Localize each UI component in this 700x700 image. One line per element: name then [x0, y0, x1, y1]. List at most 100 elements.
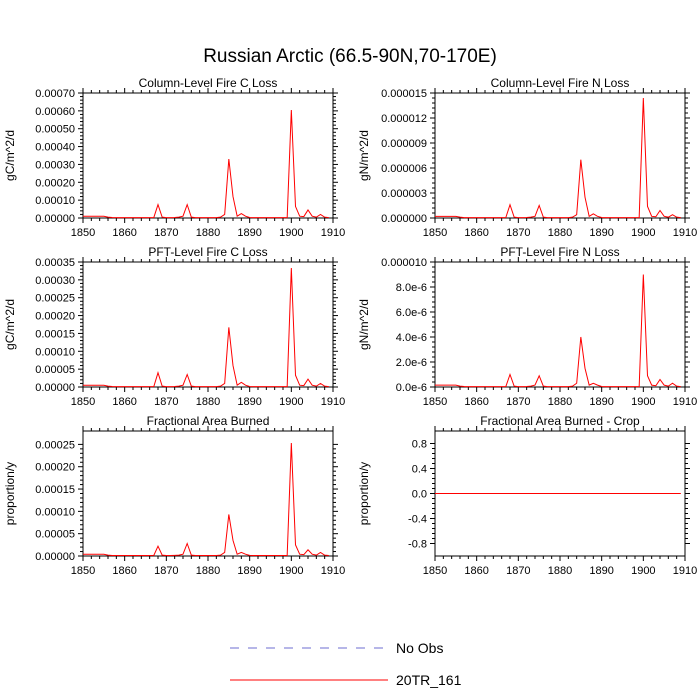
x-tick-label: 1850: [71, 565, 95, 577]
legend-label-1: No Obs: [396, 640, 443, 656]
x-tick-label: 1870: [154, 227, 178, 239]
chart-panel-2: Column-Level Fire N Loss 1850 1860 1870 1880…: [357, 76, 697, 239]
x-tick-label: 1870: [506, 565, 530, 577]
x-tick-label: 1890: [237, 227, 261, 239]
y-axis-label: gC/m^2/d: [3, 130, 17, 181]
y-axis-label: gC/m^2/d: [3, 299, 17, 350]
x-tick-label: 1910: [321, 565, 345, 577]
y-tick-label: 0.000009: [381, 138, 427, 150]
x-tick-label: 1890: [589, 396, 613, 408]
y-axis-label: proportion/y: [357, 462, 371, 525]
x-tick-label: 1890: [589, 227, 613, 239]
y-tick-label: 0.0e-6: [396, 382, 427, 394]
x-tick-label: 1910: [321, 396, 345, 408]
x-tick-label: 1870: [506, 396, 530, 408]
y-tick-label: 0.000015: [381, 88, 427, 100]
y-tick-label: 0.00030: [35, 159, 75, 171]
x-tick-label: 1910: [673, 227, 697, 239]
x-tick-label: 1880: [548, 565, 572, 577]
chart-panel-3: PFT-Level Fire C Loss 1850 1860 1870 1880 189…: [3, 245, 345, 408]
panel-title: PFT-Level Fire N Loss: [500, 245, 619, 259]
y-tick-label: 0.000003: [381, 188, 427, 200]
x-tick-label: 1900: [279, 227, 303, 239]
x-tick-label: 1900: [631, 565, 655, 577]
y-tick-label: 0.000006: [381, 163, 427, 175]
y-tick-label: 0.00010: [35, 195, 75, 207]
y-tick-label: 0.00030: [35, 275, 75, 287]
panel-title: Column-Level Fire C Loss: [139, 76, 278, 90]
x-tick-label: 1870: [154, 565, 178, 577]
series-line-20TR_161: [83, 268, 329, 388]
page-title: Russian Arctic (66.5-90N,70-170E): [203, 46, 497, 67]
y-tick-label: 0.00050: [35, 124, 75, 136]
y-tick-label: 0.0: [412, 489, 427, 501]
panel-title: Fractional Area Burned: [147, 414, 270, 428]
y-tick-label: 0.00025: [35, 439, 75, 451]
x-tick-label: 1890: [237, 396, 261, 408]
y-tick-label: 0.000000: [381, 213, 427, 225]
series-line-20TR_161: [83, 109, 329, 219]
x-tick-label: 1900: [631, 396, 655, 408]
chart-panel-5: Fractional Area Burned 1850 1860 1870 1880 18…: [3, 414, 345, 577]
panel-title: Column-Level Fire N Loss: [491, 76, 630, 90]
x-tick-label: 1880: [548, 396, 572, 408]
y-tick-label: 0.00000: [35, 213, 75, 225]
y-axis-label: proportion/y: [3, 462, 17, 525]
x-tick-label: 1860: [464, 565, 488, 577]
chart-panel-1: Column-Level Fire C Loss 1850 1860 1870 1880…: [3, 76, 345, 239]
y-tick-label: 0.00070: [35, 88, 75, 100]
x-tick-label: 1850: [423, 396, 447, 408]
x-tick-label: 1900: [631, 227, 655, 239]
y-tick-label: 0.00040: [35, 142, 75, 154]
y-tick-label: 0.00020: [35, 462, 75, 474]
x-tick-label: 1870: [506, 227, 530, 239]
y-tick-label: 0.00020: [35, 177, 75, 189]
x-tick-label: 1850: [423, 565, 447, 577]
x-tick-label: 1890: [589, 565, 613, 577]
y-tick-label: -0.4: [408, 514, 427, 526]
chart-panels: Column-Level Fire C Loss 1850 1860 1870 1880…: [3, 76, 697, 577]
x-tick-label: 1850: [71, 396, 95, 408]
y-tick-label: 0.00025: [35, 293, 75, 305]
y-tick-label: -0.8: [408, 539, 427, 551]
x-tick-label: 1890: [237, 565, 261, 577]
chart-panel-4: PFT-Level Fire N Loss 1850 1860 1870 1880 189…: [357, 245, 697, 408]
x-tick-label: 1860: [464, 227, 488, 239]
series-line-20TR_161: [435, 97, 681, 219]
x-tick-label: 1910: [321, 227, 345, 239]
series-line-20TR_161: [435, 274, 681, 388]
y-tick-label: 4.0e-6: [396, 332, 427, 344]
y-tick-label: 0.8: [412, 439, 427, 451]
x-tick-label: 1910: [673, 396, 697, 408]
y-tick-label: 0.00015: [35, 328, 75, 340]
x-tick-label: 1900: [279, 396, 303, 408]
y-tick-label: 0.00000: [35, 551, 75, 563]
legend-label-2: 20TR_161: [396, 672, 462, 688]
y-tick-label: 0.00005: [35, 364, 75, 376]
y-tick-label: 0.00000: [35, 382, 75, 394]
panel-title: PFT-Level Fire C Loss: [148, 245, 267, 259]
x-tick-label: 1860: [112, 227, 136, 239]
y-tick-label: 0.00010: [35, 506, 75, 518]
y-tick-label: 0.4: [412, 464, 427, 476]
y-tick-label: 6.0e-6: [396, 307, 427, 319]
y-tick-label: 2.0e-6: [396, 357, 427, 369]
x-tick-label: 1880: [196, 396, 220, 408]
x-tick-label: 1900: [279, 565, 303, 577]
legend: No Obs 20TR_161: [230, 640, 462, 688]
y-tick-label: 0.000010: [381, 257, 427, 269]
y-tick-label: 0.00015: [35, 484, 75, 496]
y-tick-label: 8.0e-6: [396, 282, 427, 294]
x-tick-label: 1860: [112, 565, 136, 577]
panel-title: Fractional Area Burned - Crop: [480, 414, 640, 428]
series-line-20TR_161: [83, 443, 329, 557]
x-tick-label: 1880: [196, 227, 220, 239]
y-tick-label: 0.00035: [35, 257, 75, 269]
x-tick-label: 1850: [71, 227, 95, 239]
x-tick-label: 1910: [673, 565, 697, 577]
x-tick-label: 1870: [154, 396, 178, 408]
x-tick-label: 1860: [112, 396, 136, 408]
y-tick-label: 0.00005: [35, 529, 75, 541]
y-tick-label: 0.00060: [35, 106, 75, 118]
